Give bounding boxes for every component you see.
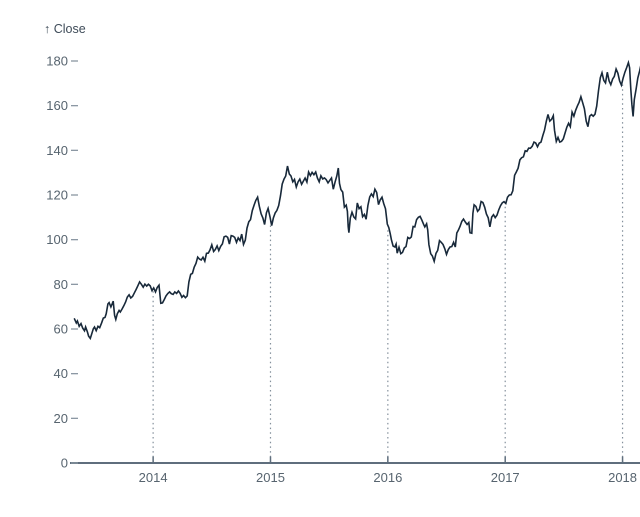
y-tick-label: 0 <box>61 456 68 471</box>
close-price-line-chart: 2014 2015 2016 2017 2018 0 20 40 60 80 100 120 140 16… <box>40 16 640 501</box>
y-tick-label: 60 <box>54 322 68 337</box>
axes: 2014 2015 2016 2017 2018 0 20 40 60 80 100 120 140 16… <box>46 54 640 486</box>
x-tick-label: 2018 <box>608 470 637 485</box>
dotted-year-gridlines <box>153 83 622 462</box>
y-tick-label: 40 <box>54 366 68 381</box>
y-tick-label: 20 <box>54 411 68 426</box>
close-series <box>75 42 640 339</box>
y-tick-label: 160 <box>46 98 68 113</box>
x-tick-label: 2017 <box>491 470 520 485</box>
y-tick-label: 80 <box>54 277 68 292</box>
y-tick-label: 120 <box>46 188 68 203</box>
close-price-line <box>75 42 640 339</box>
y-tick-label: 100 <box>46 232 68 247</box>
y-tick-label: 180 <box>46 54 68 69</box>
chart-canvas: 2014 2015 2016 2017 2018 0 20 40 60 80 100 120 140 16… <box>40 16 640 501</box>
y-axis-label: ↑ Close <box>44 22 86 36</box>
x-tick-label: 2014 <box>139 470 168 485</box>
y-tick-label: 140 <box>46 143 68 158</box>
x-tick-label: 2015 <box>256 470 285 485</box>
x-tick-label: 2016 <box>373 470 402 485</box>
